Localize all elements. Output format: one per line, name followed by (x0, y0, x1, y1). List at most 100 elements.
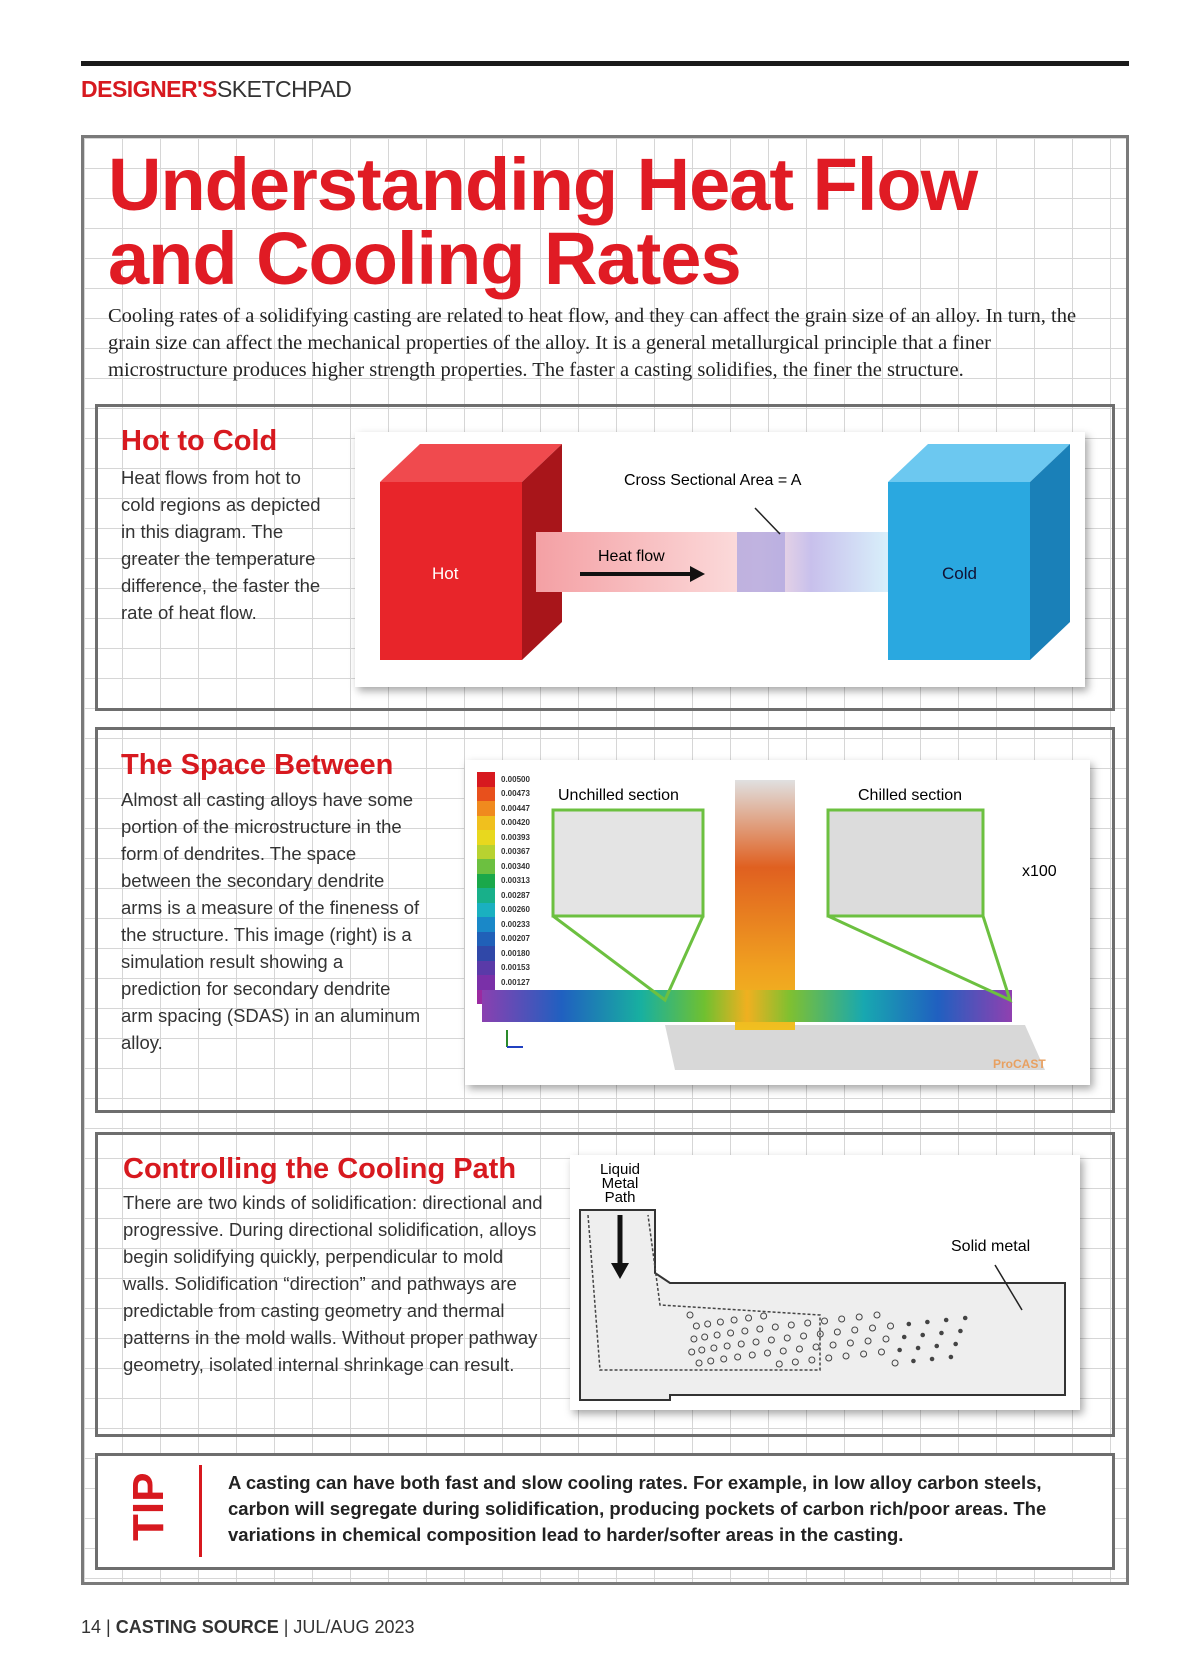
grain-mark (808, 1356, 816, 1364)
grain-mark (723, 1342, 731, 1350)
grain-mark (779, 1347, 787, 1355)
legend-value: 0.00447 (501, 803, 530, 813)
legend-swatch (477, 873, 495, 888)
grain-mark (920, 1332, 926, 1338)
legend-swatch (477, 859, 495, 874)
grain-mark (795, 1345, 803, 1353)
legend-entry: 0.00447 (477, 801, 530, 816)
legend-entry: 0.00393 (477, 830, 530, 845)
legend-swatch (477, 815, 495, 830)
footer: 14 | CASTING SOURCE | JUL/AUG 2023 (81, 1617, 415, 1637)
legend-value: 0.00233 (501, 919, 530, 929)
grain-mark (943, 1317, 949, 1323)
grain-mark (925, 1319, 930, 1325)
grain-mark (716, 1318, 724, 1326)
legend-entry: 0.00367 (477, 844, 530, 859)
grain-mark (730, 1316, 738, 1324)
grain-mark (911, 1358, 916, 1364)
legend-entry: 0.00233 (477, 917, 530, 932)
hot-label: Hot (432, 564, 459, 583)
grain-mark (821, 1317, 829, 1325)
legend-value: 0.00287 (501, 890, 530, 900)
legend-swatch (477, 946, 495, 961)
grain-mark (891, 1359, 899, 1367)
legend-value: 0.00127 (501, 977, 530, 987)
legend-entry: 0.00420 (477, 815, 530, 830)
grain-mark (962, 1315, 968, 1321)
grain-mark (873, 1311, 881, 1319)
grain-mark (869, 1324, 877, 1332)
grain-mark (939, 1330, 944, 1336)
grain-mark (737, 1340, 745, 1348)
legend-entry: 0.00180 (477, 946, 530, 961)
grain-mark (695, 1359, 703, 1367)
cross-section (737, 532, 785, 592)
legend-swatch (477, 772, 495, 787)
panel-text: Heat flows from hot to cold regions as d… (121, 467, 321, 623)
grain-mark (704, 1320, 712, 1328)
panel-text: There are two kinds of solidification: d… (123, 1192, 543, 1375)
grain-mark (958, 1328, 963, 1334)
top-rule (81, 61, 1129, 66)
intro-paragraph: Cooling rates of a solidifying casting a… (108, 305, 1077, 381)
unchilled-micrograph (551, 808, 705, 918)
grain-mark (901, 1334, 907, 1340)
grain-mark (948, 1354, 954, 1360)
grain-mark (698, 1346, 706, 1354)
grain-mark (812, 1343, 820, 1351)
legend-swatch (477, 917, 495, 932)
grain-mark (686, 1311, 694, 1319)
tip-text: A casting can have both fast and slow co… (228, 1472, 1047, 1545)
legend-entry: 0.00287 (477, 888, 530, 903)
hot-cube (380, 482, 522, 660)
legend-entry: 0.00153 (477, 960, 530, 975)
section-kicker: DESIGNER'SSKETCHPAD (81, 76, 352, 103)
legend-value: 0.00340 (501, 861, 530, 871)
legend-entry: 0.00127 (477, 975, 530, 990)
legend-swatch (477, 801, 495, 816)
legend-swatch (477, 931, 495, 946)
legend-entry: 0.00207 (477, 931, 530, 946)
panel-heading: Hot to Cold (121, 425, 278, 457)
grain-mark (838, 1315, 846, 1323)
page-title: Understanding Heat Flow and Cooling Rates (108, 143, 978, 300)
grain-mark (887, 1322, 895, 1330)
procast-logo: ProCAST (993, 1057, 1046, 1071)
grain-mark (701, 1333, 709, 1341)
grain-mark (846, 1339, 854, 1347)
grain-mark (760, 1312, 768, 1320)
area-label: Cross Sectional Area = A (624, 472, 802, 489)
legend-value: 0.00367 (501, 847, 530, 857)
grain-mark (882, 1335, 890, 1343)
grain-mark (791, 1358, 799, 1366)
legend-value: 0.00260 (501, 905, 530, 915)
heat-flow-label: Heat flow (598, 548, 665, 565)
legend-value: 0.00393 (501, 832, 530, 842)
legend-entry: 0.00473 (477, 786, 530, 801)
legend-swatch (477, 888, 495, 903)
kicker-light: SKETCHPAD (216, 76, 352, 102)
grain-mark (775, 1360, 783, 1368)
sdas-simulation-figure: 0.00500 0.00473 0.00447 0.00420 0.00393 0.003… (465, 760, 1090, 1085)
liquid-metal-label: Liquid Metal Path (599, 1161, 641, 1206)
chilled-micrograph (826, 808, 985, 918)
grain-mark (787, 1321, 795, 1329)
legend-value: 0.00153 (501, 963, 530, 973)
grain-mark (713, 1331, 721, 1339)
grain-mark (707, 1357, 715, 1365)
grain-mark (906, 1321, 912, 1327)
sprue (735, 780, 795, 1030)
grain-mark (771, 1323, 779, 1331)
legend-entry: 0.00340 (477, 859, 530, 874)
grain-mark (710, 1344, 718, 1352)
grain-mark (745, 1314, 753, 1322)
panel-text: Almost all casting alloys have some port… (121, 789, 421, 1053)
runner-bar (482, 990, 1012, 1022)
grain-mark (767, 1336, 775, 1344)
grain-mark (860, 1350, 868, 1358)
legend-value: 0.00500 (501, 774, 530, 784)
grain-mark (741, 1327, 749, 1335)
grain-mark (804, 1319, 812, 1327)
cold-label: Cold (942, 564, 977, 583)
panel-hot-to-cold (95, 404, 1115, 711)
